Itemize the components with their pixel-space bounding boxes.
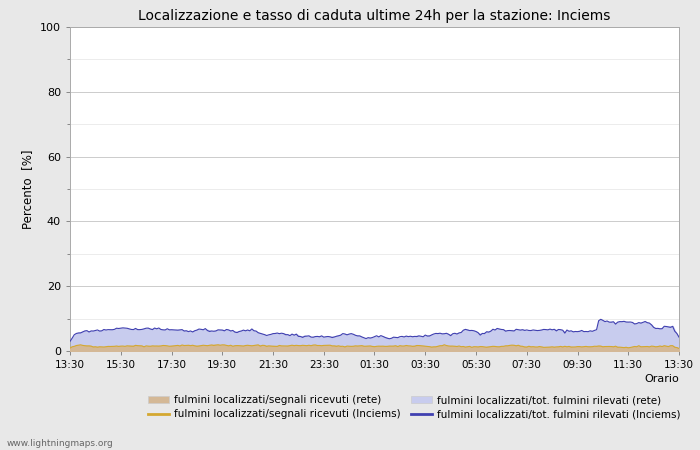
Text: www.lightningmaps.org: www.lightningmaps.org <box>7 439 113 448</box>
Legend: fulmini localizzati/segnali ricevuti (rete), fulmini localizzati/segnali ricevut: fulmini localizzati/segnali ricevuti (re… <box>148 395 681 419</box>
Y-axis label: Percento  [%]: Percento [%] <box>22 149 34 229</box>
Title: Localizzazione e tasso di caduta ultime 24h per la stazione: Inciems: Localizzazione e tasso di caduta ultime … <box>139 9 610 23</box>
Text: Orario: Orario <box>644 374 679 384</box>
